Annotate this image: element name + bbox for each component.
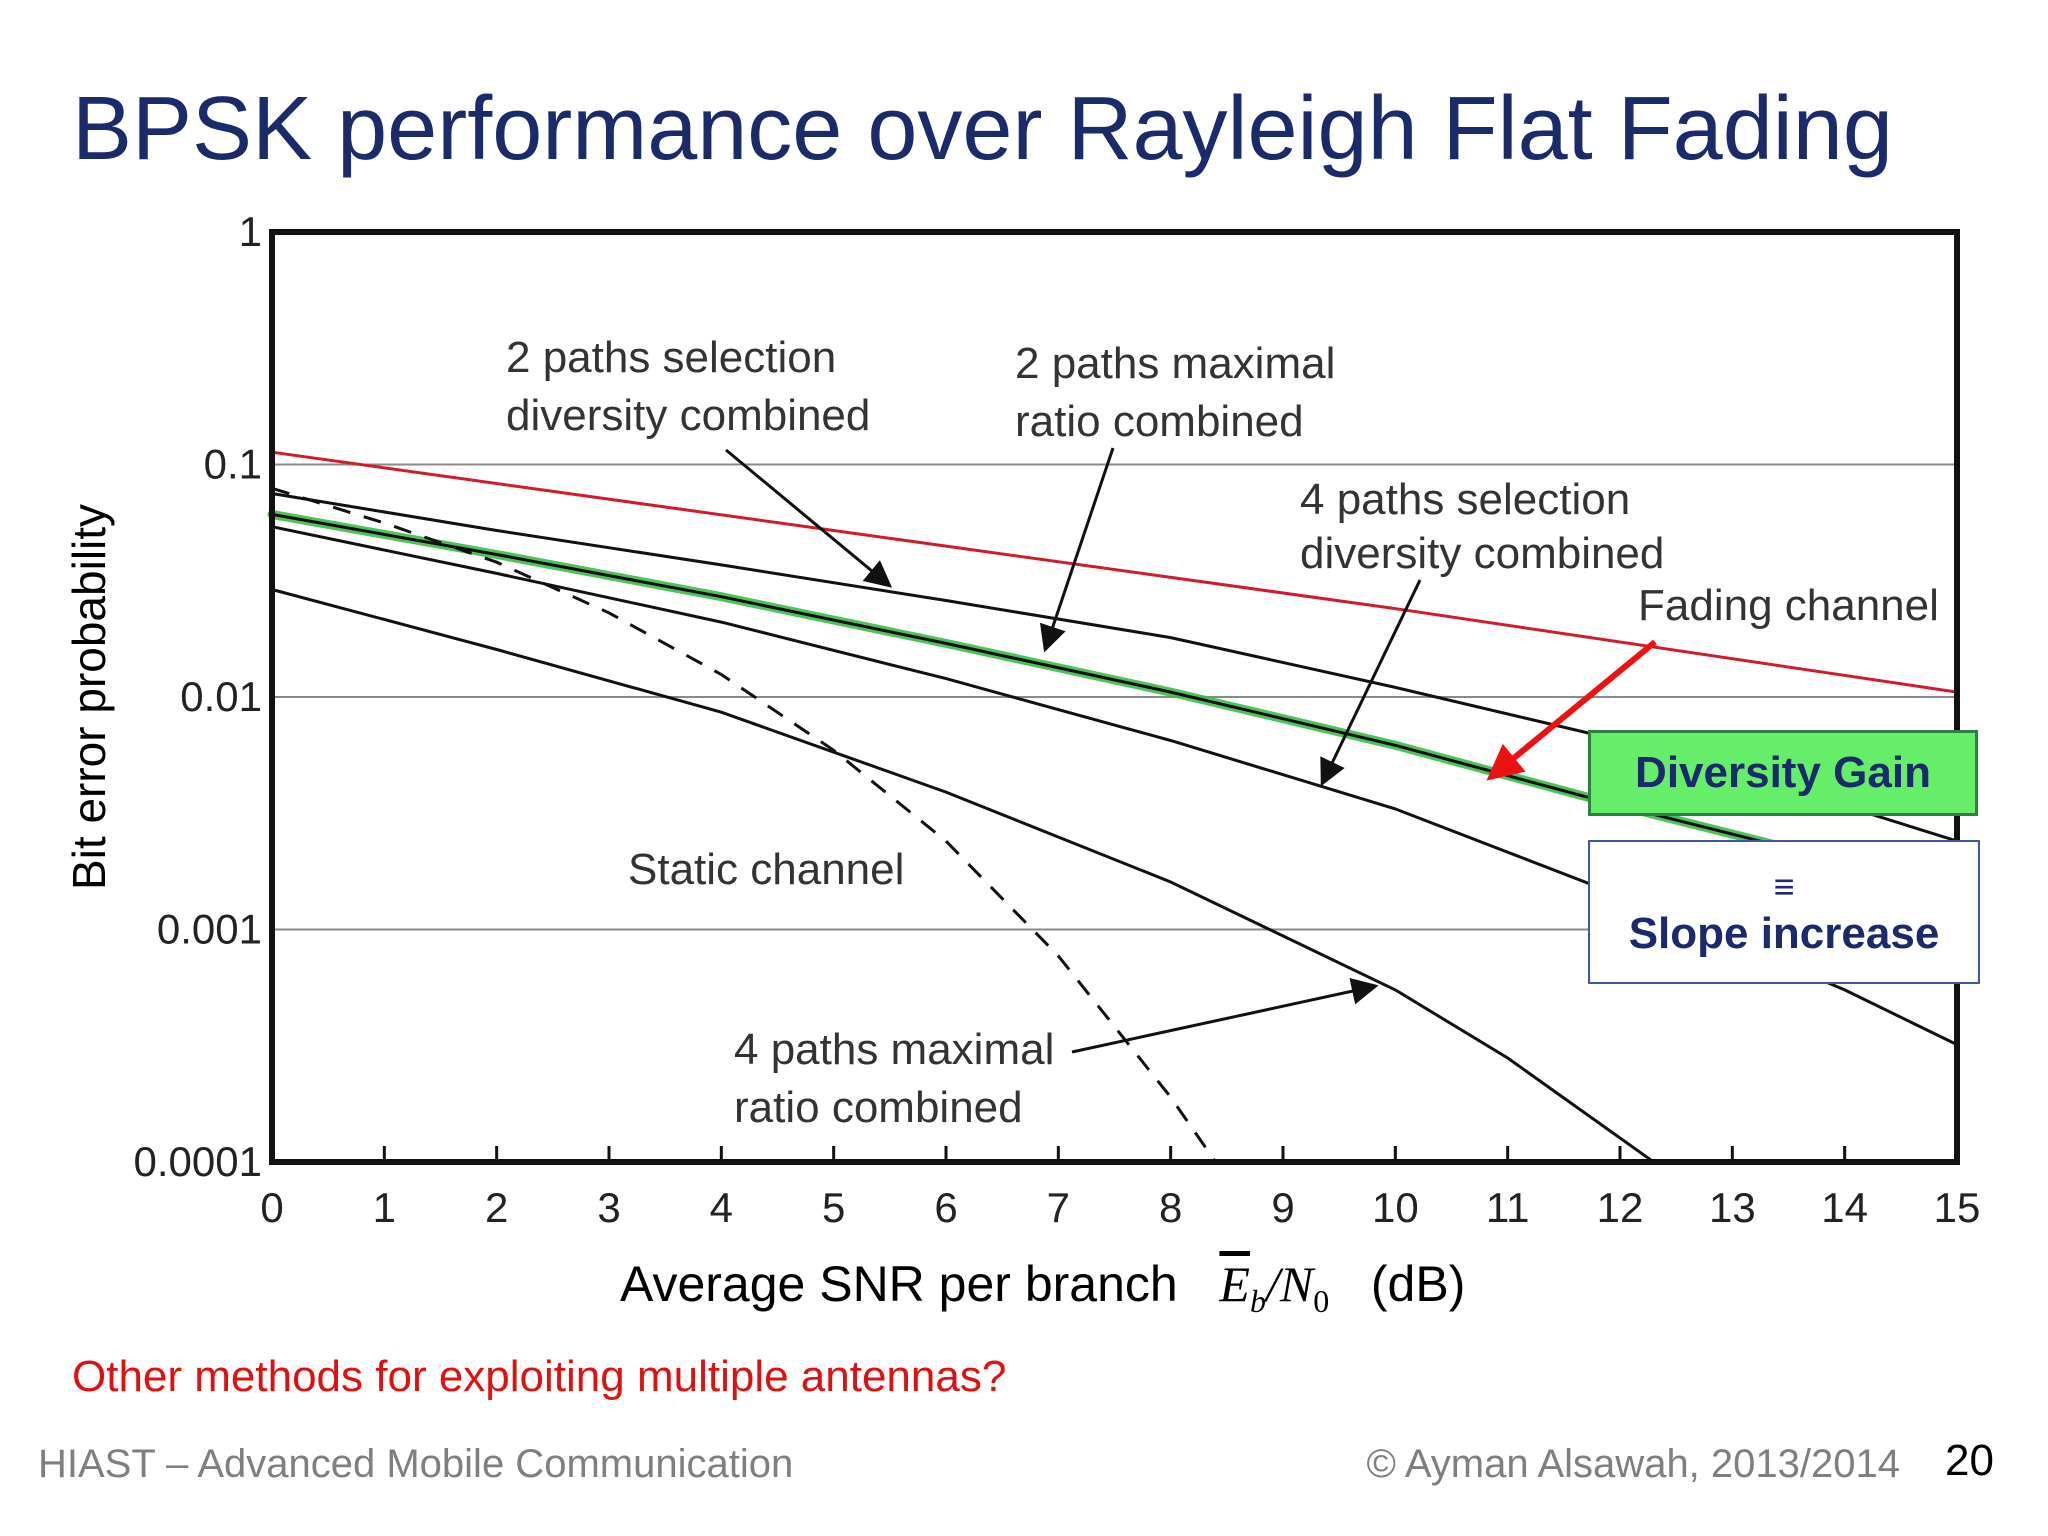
x-tick-label: 6 (934, 1184, 957, 1231)
x-axis-label: Average SNR per branch Eb/N0 (dB) (620, 1255, 1465, 1320)
footer-copyright: © Ayman Alsawah, 2013/2014 (1366, 1442, 1900, 1486)
annotation-mrc4: 4 paths maximal (734, 1025, 1054, 1074)
annotation-mrc2: 2 paths maximal (1015, 339, 1335, 388)
diversity-gain-callout: Diversity Gain (1588, 730, 1978, 816)
x-axis-label-prefix: Average SNR per branch (620, 1256, 1178, 1312)
x-tick-label: 0 (260, 1184, 283, 1231)
x-tick-label: 15 (1934, 1184, 1981, 1231)
y-tick-label: 1 (239, 208, 262, 255)
y-axis-label: Bit error probability (63, 503, 115, 891)
arrow-mrc2 (1039, 447, 1115, 653)
x-tick-label: 3 (597, 1184, 620, 1231)
x-tick-label: 10 (1372, 1184, 1419, 1231)
y-tick-label: 0.01 (180, 673, 262, 720)
series-line-mrc4 (271, 588, 1655, 1164)
x-tick-label: 2 (485, 1184, 508, 1231)
footer-course: HIAST – Advanced Mobile Communication (38, 1442, 794, 1486)
x-tick-label: 13 (1709, 1184, 1756, 1231)
x-tick-label: 1 (373, 1184, 396, 1231)
annotation-sel4: 4 paths selection (1300, 475, 1630, 524)
curve-annotations: 2 paths selection diversity combined 2 pat… (506, 333, 1939, 1132)
arrow-mrc4 (1071, 977, 1379, 1054)
x-tick-label: 11 (1486, 1184, 1530, 1231)
series-line-static (271, 486, 1217, 1163)
annotation-fading: Fading channel (1638, 581, 1939, 630)
slope-increase-label: Slope increase (1628, 909, 1940, 958)
x-tick-label: 8 (1159, 1184, 1182, 1231)
question-text: Other methods for exploiting multiple an… (72, 1352, 1007, 1401)
x-axis-symbol-b: b (1249, 1283, 1266, 1319)
x-axis-unit: (dB) (1370, 1256, 1466, 1312)
series-line-fading (271, 450, 1958, 694)
x-axis-symbol: Eb/N0 (1219, 1256, 1330, 1319)
x-tick-label: 12 (1597, 1184, 1644, 1231)
annotation-sel2: 2 paths selection (506, 333, 836, 382)
diversity-gain-arrow (1486, 639, 1657, 781)
x-tick-label: 9 (1271, 1184, 1294, 1231)
y-tick-label: 0.001 (157, 906, 262, 953)
x-tick-label: 7 (1047, 1184, 1070, 1231)
x-tick-label: 4 (710, 1184, 733, 1231)
x-tick-label: 14 (1821, 1184, 1868, 1231)
x-axis-symbol-n: N (1279, 1256, 1314, 1312)
annotation-arrows (725, 447, 1657, 1054)
equivalence-symbol: ≡ (1773, 866, 1795, 907)
series-lines (267, 450, 1958, 1164)
plot-frame (269, 229, 1960, 1165)
y-tick-label: 0.1 (204, 441, 262, 488)
slide-title: BPSK performance over Rayleigh Flat Fadi… (72, 79, 1893, 179)
annotation-mrc4: ratio combined (734, 1083, 1023, 1132)
x-axis-symbol-e: E (1219, 1256, 1250, 1312)
arrow-sel2 (725, 448, 893, 588)
annotation-static: Static channel (628, 845, 904, 894)
annotation-sel4: diversity combined (1300, 529, 1664, 578)
page-number: 20 (1945, 1436, 1994, 1485)
arrow-sel4 (1320, 579, 1422, 787)
slope-increase-callout: ≡ Slope increase (1588, 840, 1980, 984)
annotation-sel2: diversity combined (506, 391, 870, 440)
annotation-mrc2: ratio combined (1015, 397, 1304, 446)
y-tick-label: 0.0001 (134, 1138, 262, 1185)
x-tick-label: 5 (822, 1184, 845, 1231)
x-axis-symbol-0: 0 (1313, 1283, 1330, 1319)
series-line-mrc2 (271, 512, 1778, 847)
